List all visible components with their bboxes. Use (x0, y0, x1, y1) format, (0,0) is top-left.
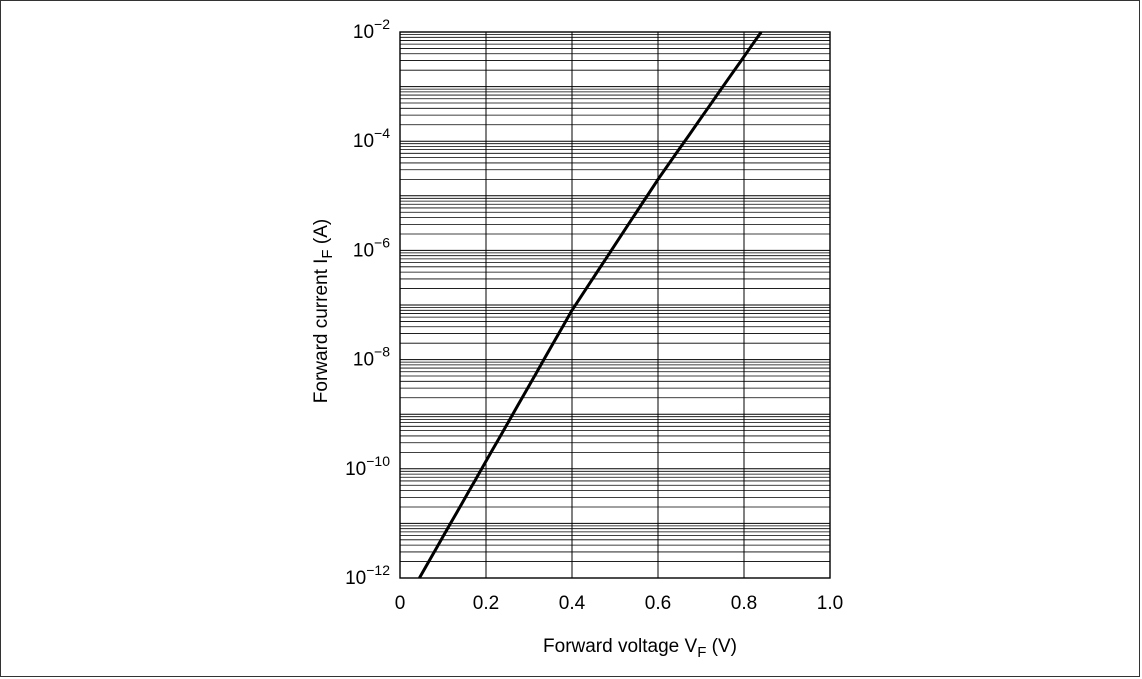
y-tick-label: 10−12 (345, 562, 390, 589)
y-tick-label: 10−4 (353, 125, 390, 152)
x-tick-label: 0 (395, 593, 406, 614)
x-tick-label: 0.8 (731, 593, 757, 614)
x-tick-label: 1.0 (817, 593, 843, 614)
x-tick-label: 0.6 (645, 593, 671, 614)
plot-border (399, 31, 831, 579)
x-tick-label: 0.4 (559, 593, 586, 614)
x-axis-label: Forward voltage VF (V) (543, 636, 737, 661)
y-tick-label: 10−6 (353, 234, 390, 261)
y-tick-label: 10−8 (353, 344, 390, 371)
y-tick-label: 10−2 (353, 16, 390, 43)
forward-iv-curve (418, 31, 763, 579)
y-tick-label: 10−10 (345, 453, 390, 480)
x-tick-label: 0.2 (473, 593, 499, 614)
y-axis-label: Forward current IF (A) (311, 219, 336, 403)
